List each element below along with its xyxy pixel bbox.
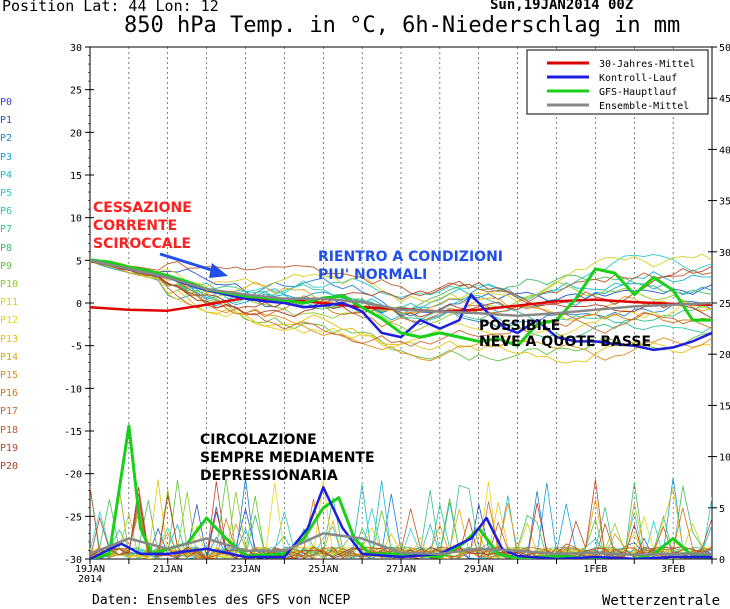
run-date: Sun,19JAN2014 00Z [490, 0, 634, 13]
ensemble-member-temp-line [90, 258, 712, 339]
ensemble-member-temp-line [90, 259, 712, 329]
y-right-tick-label: 30 [719, 248, 730, 259]
x-tick-label: 27JAN [386, 564, 416, 575]
perturbation-label-p20: P20 [0, 461, 19, 472]
y-left-tick-label: -10 [64, 384, 82, 395]
x-tick-label: 23JAN [230, 564, 260, 575]
annotation-rientro: RIENTRO A CONDIZIONI [318, 249, 503, 265]
annotation-cessazione: CORRENTE [93, 218, 177, 234]
x-tick-label: 3FEB [661, 564, 685, 575]
arrow-line [159, 252, 219, 274]
data-source: Daten: Ensembles des GFS von NCEP [92, 593, 351, 608]
y-right-tick-label: 10 [719, 453, 730, 464]
y-left-tick-label: -15 [64, 427, 82, 438]
ensemble-member-temp-line [90, 259, 712, 317]
perturbation-label-p10: P10 [0, 279, 19, 290]
annotation-cessazione: CESSAZIONE [93, 200, 192, 216]
y-left-tick-label: 15 [70, 171, 82, 182]
annotation-neve: POSSIBILE [479, 318, 560, 334]
ensemble-member-precip-line [90, 479, 712, 559]
legend-label: Kontroll-Lauf [599, 73, 677, 84]
perturbation-label-p13: P13 [0, 333, 19, 345]
x-tick-label: 1FEB [583, 564, 607, 575]
y-left-tick-label: 20 [70, 128, 82, 139]
perturbation-label-p0: P0 [0, 97, 13, 108]
plot-area [90, 253, 712, 559]
y-right-tick-label: 45 [719, 94, 730, 105]
perturbation-label-p15: P15 [0, 370, 19, 381]
y-left-tick-label: 5 [76, 256, 82, 267]
x-year-label: 2014 [78, 574, 102, 585]
perturbation-label-p1: P1 [0, 115, 13, 127]
perturbation-label-p11: P11 [0, 297, 19, 309]
y-right-tick-label: 25 [719, 299, 730, 310]
perturbation-label-p18: P18 [0, 424, 19, 436]
y-right-tick-label: 40 [719, 145, 730, 156]
chart-title: 850 hPa Temp. in °C, 6h-Niederschlag in … [124, 13, 681, 38]
annotation-circolazione: CIRCOLAZIONE [200, 432, 317, 448]
y-left-tick-label: -25 [64, 512, 82, 523]
y-right-tick-label: 35 [719, 197, 730, 208]
annotation-rientro: PIU' NORMALI [318, 267, 427, 283]
y-left-tick-label: -5 [70, 342, 82, 353]
annotation-circolazione: DEPRESSIONARIA [200, 468, 338, 484]
ensemble-member-temp-line [90, 261, 712, 364]
legend-label: Ensemble-Mittel [599, 101, 689, 112]
y-right-tick-label: 5 [719, 504, 725, 515]
perturbation-label-p16: P16 [0, 388, 19, 400]
perturbation-label-p4: P4 [0, 169, 13, 181]
legend-box [526, 49, 709, 115]
perturbation-label-p5: P5 [0, 188, 13, 199]
y-left-tick-label: -30 [64, 555, 82, 566]
perturbation-label-p17: P17 [0, 406, 19, 418]
series-line-ensemble-mittel-niederschlag [90, 532, 712, 557]
annotation-neve: NEVE A QUOTE BASSE [479, 334, 651, 350]
perturbation-label-p12: P12 [0, 315, 19, 327]
perturbation-label-p7: P7 [0, 224, 13, 236]
ensemble-member-temp-line [90, 258, 712, 362]
series-line-ensemble-mittel [90, 259, 712, 318]
y-left-tick-label: -20 [64, 470, 82, 481]
x-tick-label: 21JAN [153, 564, 183, 575]
y-right-tick-label: 0 [719, 555, 725, 566]
y-left-tick-label: 30 [70, 43, 82, 54]
perturbation-label-p6: P6 [0, 206, 13, 218]
y-left-tick-label: 0 [76, 299, 82, 310]
arrow-head-icon [209, 263, 228, 278]
annotation-circolazione: SEMPRE MEDIAMENTE [200, 450, 375, 466]
position-label: Position Lat: 44 Lon: 12 [2, 0, 219, 15]
perturbation-label-p19: P19 [0, 442, 19, 454]
y-right-tick-label: 50 [719, 43, 730, 54]
annotation-cessazione: SCIROCCALE [93, 236, 191, 252]
ensemble-member-precip-line [90, 486, 712, 559]
perturbation-label-p9: P9 [0, 260, 13, 272]
perturbation-label-p3: P3 [0, 151, 13, 163]
y-right-tick-label: 20 [719, 350, 730, 361]
series-line-kontroll-lauf-niederschlag [90, 486, 712, 559]
x-tick-label: 29JAN [464, 564, 494, 575]
y-left-tick-label: 10 [70, 214, 82, 225]
x-tick-label: 25JAN [308, 564, 338, 575]
y-left-tick-label: 25 [70, 86, 82, 97]
perturbation-label-p8: P8 [0, 242, 13, 254]
legend-label: 30-Jahres-Mittel [599, 59, 695, 70]
legend-label: GFS-Hauptlauf [599, 87, 677, 98]
ensemble-member-precip-line [90, 499, 712, 559]
perturbation-label-p2: P2 [0, 133, 13, 145]
ensemble-member-temp-line [90, 260, 712, 304]
ensemble-member-temp-line [90, 253, 712, 303]
brand-footer: Wetterzentrale [602, 593, 721, 609]
perturbation-label-p14: P14 [0, 351, 19, 363]
x-tick-label: 19JAN [75, 564, 105, 575]
y-right-tick-label: 15 [719, 401, 730, 412]
